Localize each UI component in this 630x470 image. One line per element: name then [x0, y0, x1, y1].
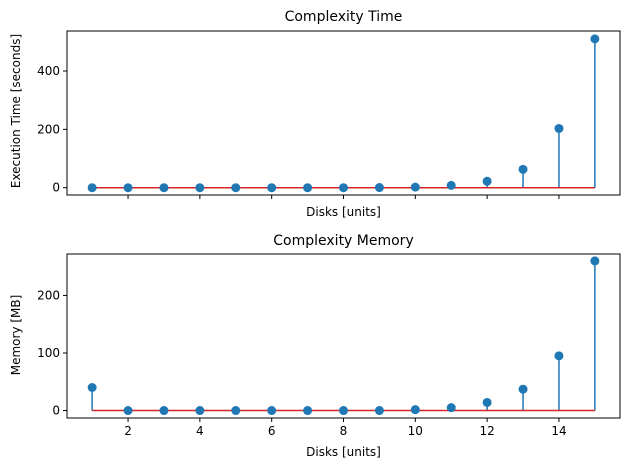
data-point-time	[87, 183, 97, 193]
y-tick-label-time: 200	[37, 122, 60, 136]
x-tick-label-memory: 8	[340, 424, 348, 438]
data-point-time	[518, 164, 528, 174]
y-tick-label-memory: 0	[52, 404, 60, 418]
data-point-memory	[482, 397, 492, 407]
data-point-memory	[87, 383, 97, 393]
data-point-time	[231, 183, 241, 193]
plot-frame-time	[66, 30, 621, 196]
data-point-memory	[410, 405, 420, 415]
y-tick-label-memory: 100	[37, 346, 60, 360]
marks-time: 0 200 400	[37, 34, 600, 199]
y-tick-label-time: 0	[52, 181, 60, 195]
x-tick-label-memory: 2	[124, 424, 132, 438]
x-axis-label-memory: Disks [units]	[306, 445, 381, 459]
data-point-memory	[159, 406, 169, 416]
x-tick-label-memory: 4	[196, 424, 204, 438]
data-point-time	[267, 183, 277, 193]
data-point-time	[446, 180, 456, 190]
data-point-memory	[518, 384, 528, 394]
data-point-time	[554, 123, 564, 133]
data-point-memory	[303, 406, 313, 416]
data-point-time	[303, 183, 313, 193]
x-tick-label-memory: 10	[408, 424, 423, 438]
data-point-memory	[446, 403, 456, 413]
data-point-time	[374, 183, 384, 193]
y-tick-label-memory: 200	[37, 288, 60, 302]
y-tick-label-time: 400	[37, 64, 60, 78]
data-point-memory	[267, 406, 277, 416]
data-point-memory	[339, 406, 348, 416]
data-point-time	[410, 182, 420, 192]
data-point-memory	[123, 406, 133, 416]
data-point-memory	[554, 351, 564, 361]
x-tick-label-memory: 14	[551, 424, 566, 438]
data-point-time	[159, 183, 169, 193]
data-point-time	[123, 183, 133, 193]
data-point-time	[195, 183, 205, 193]
chart-title-memory: Complexity Memory	[273, 233, 413, 249]
plot-frame-memory	[66, 253, 621, 419]
data-point-memory	[195, 406, 205, 416]
data-point-time	[482, 176, 492, 186]
data-point-memory	[231, 406, 241, 416]
chart-title-time: Complexity Time	[285, 9, 403, 25]
subplot-time: Complexity Time Disks [units] Execution …	[9, 9, 621, 219]
subplot-memory: Complexity Memory Disks [units] Memory […	[9, 233, 621, 459]
data-point-time	[590, 34, 600, 44]
marks-memory: 2 4 6 8 10 12 14 0 100 200	[37, 256, 600, 438]
data-point-memory	[374, 406, 384, 416]
y-axis-label-memory: Memory [MB]	[9, 295, 23, 376]
y-axis-label-time: Execution Time [seconds]	[9, 34, 23, 188]
x-axis-label-time: Disks [units]	[306, 205, 381, 219]
data-point-memory	[590, 256, 600, 266]
x-tick-label-memory: 12	[479, 424, 494, 438]
x-tick-label-memory: 6	[268, 424, 276, 438]
data-point-time	[339, 183, 348, 193]
